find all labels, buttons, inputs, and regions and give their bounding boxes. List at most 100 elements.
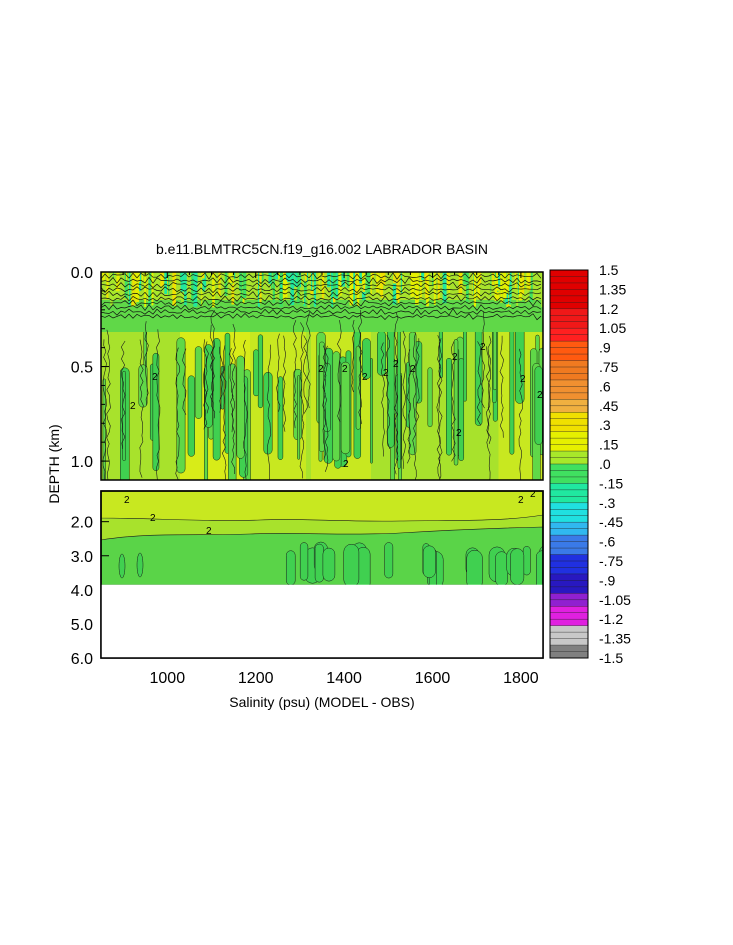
surface-cell — [240, 272, 244, 303]
surface-cell — [517, 272, 520, 296]
contour-line — [436, 335, 441, 480]
colorbar-band — [550, 541, 588, 549]
surface-cell — [261, 272, 264, 283]
surface-cell — [193, 272, 198, 284]
colorbar-band — [550, 418, 588, 426]
plume — [422, 545, 436, 578]
contour-line — [102, 339, 107, 480]
plume — [138, 364, 148, 408]
plume — [323, 362, 331, 433]
contour-line — [276, 333, 281, 412]
colorbar-band — [550, 651, 588, 659]
y-tick-label: 5.0 — [71, 617, 93, 634]
colorbar-label: .0 — [599, 456, 611, 472]
surface-cell — [128, 272, 131, 306]
contour-line — [337, 320, 342, 423]
surface-cell — [463, 272, 468, 284]
contour-label: 2 — [152, 372, 158, 383]
colorbar-band — [550, 548, 588, 555]
colorbar-band — [550, 645, 588, 652]
plume — [446, 357, 452, 456]
surface-cell — [304, 272, 307, 282]
surface-cell — [346, 272, 350, 288]
y-axis: 0.0 0.5 1.0 2.0 3.0 4.0 5.0 6.0 — [71, 265, 109, 668]
contour-label: 2 — [520, 374, 526, 385]
x-axis: 1000 1200 1400 1600 1800 — [122, 272, 539, 687]
surface-cell — [491, 272, 494, 286]
surface-cell — [353, 272, 358, 295]
surface-cell — [231, 272, 235, 305]
contour-label: 2 — [130, 401, 136, 412]
colorbar-band — [550, 625, 588, 633]
surface-cell — [332, 272, 336, 297]
surface-cell — [370, 272, 372, 296]
surface-cell — [330, 272, 333, 298]
surface-cell — [115, 272, 120, 292]
contour-line — [120, 340, 126, 450]
colorbar-band — [550, 425, 588, 432]
y-tick-label: 4.0 — [71, 583, 93, 600]
surface-cell — [275, 272, 279, 280]
plume — [299, 542, 309, 581]
surface-cell — [356, 272, 360, 306]
plume — [187, 375, 195, 457]
contour-label: 2 — [150, 513, 156, 524]
surface-cell — [276, 272, 280, 279]
contour-line — [406, 349, 412, 464]
contour-line — [210, 310, 216, 419]
surface-cell — [520, 272, 525, 295]
surface-cell — [525, 272, 528, 302]
colorbar-band — [550, 567, 588, 575]
surface-cell — [503, 272, 507, 299]
colorbar-band — [550, 476, 588, 484]
surface-cell — [197, 272, 202, 287]
contour-label: 2 — [518, 495, 524, 506]
plume — [453, 339, 459, 466]
plume — [152, 352, 160, 471]
colorbar-band — [550, 438, 588, 445]
colorbar-band — [550, 399, 588, 407]
plume — [136, 552, 144, 578]
contour-line — [385, 334, 391, 449]
contour-line — [101, 313, 542, 321]
colorbar-band — [550, 528, 588, 536]
y-tick-label: 0.0 — [71, 265, 93, 282]
contour-line — [451, 341, 456, 462]
contour-line — [101, 308, 542, 316]
surface-cell — [141, 272, 144, 282]
contour-line — [299, 322, 305, 479]
surface-cell — [433, 272, 436, 305]
contour-line — [101, 299, 542, 307]
contour-label: 2 — [452, 352, 458, 363]
contour-line — [380, 342, 386, 457]
surface-cell — [146, 272, 150, 280]
surface-cell — [541, 272, 543, 308]
contour-label: 2 — [206, 526, 212, 537]
surface-cell — [212, 272, 215, 308]
surface-cell — [516, 272, 519, 308]
contour-line — [303, 335, 308, 414]
contour-line — [476, 341, 482, 426]
plume — [322, 547, 336, 582]
plume — [194, 346, 203, 419]
colorbar-label: -.45 — [599, 514, 623, 530]
colorbar-band — [550, 632, 588, 639]
plume — [492, 327, 497, 391]
colorbar-band — [550, 561, 588, 568]
colorbar-band — [550, 347, 588, 355]
surface-cell — [341, 272, 346, 287]
lower-panel-outline — [100, 490, 544, 659]
contour-line — [415, 338, 420, 423]
surface-cell — [110, 272, 114, 306]
contour-line — [402, 330, 407, 469]
colorbar-label: 1.5 — [599, 262, 619, 278]
surface-cell — [105, 272, 108, 293]
colorbar-band — [550, 451, 588, 458]
colorbar-label: .6 — [599, 378, 611, 394]
x-tick-label: 1200 — [238, 670, 274, 687]
surface-cell — [297, 272, 300, 305]
x-axis-label: Salinity (psu) (MODEL - OBS) — [229, 694, 414, 710]
colorbar-label: 1.05 — [599, 320, 626, 336]
